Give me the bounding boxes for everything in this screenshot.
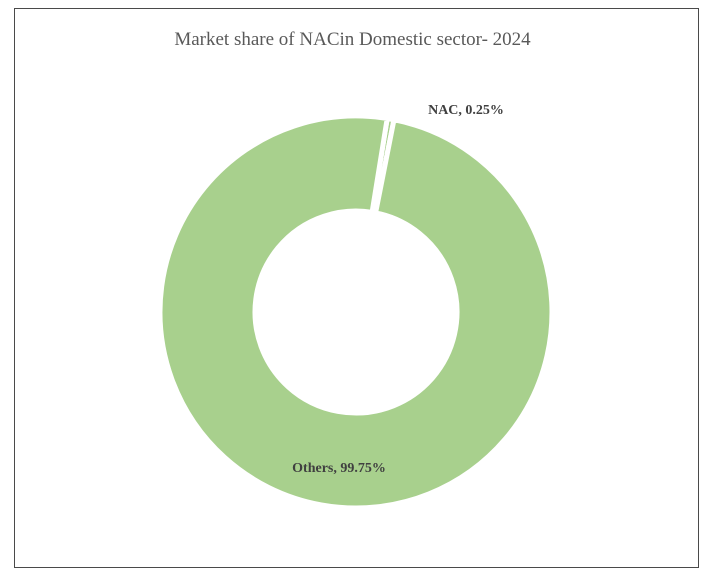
donut-slice-others bbox=[157, 113, 555, 511]
data-label-nac: NAC, 0.25% bbox=[428, 103, 504, 118]
donut-slices bbox=[157, 113, 555, 511]
chart-title: Market share of NACin Domestic sector- 2… bbox=[174, 29, 531, 50]
data-label-others: Others, 99.75% bbox=[292, 461, 386, 476]
